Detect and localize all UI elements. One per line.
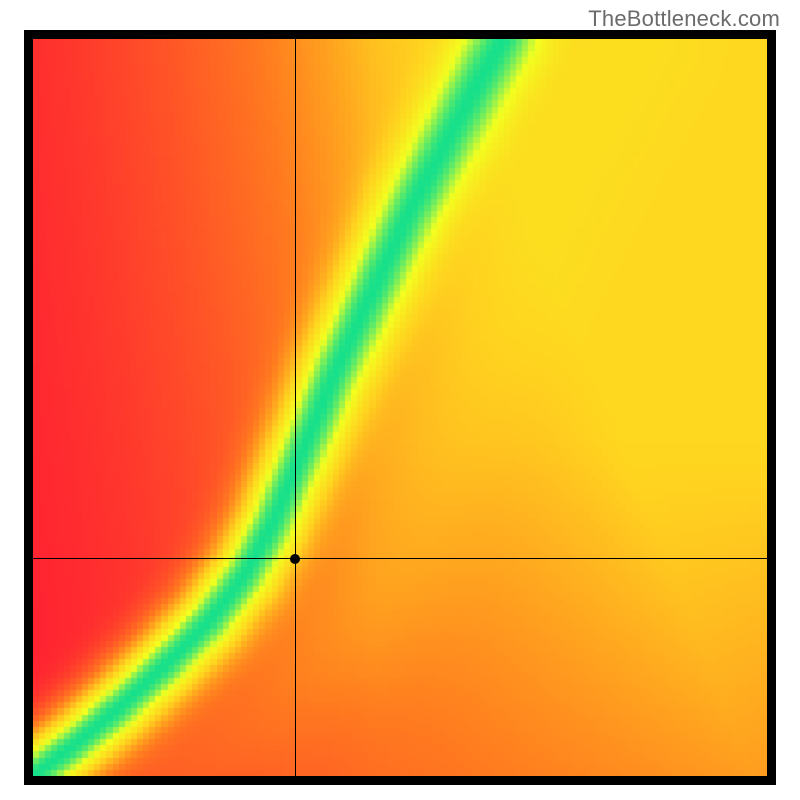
watermark-text: TheBottleneck.com [588,6,780,32]
crosshair-vertical [295,39,296,776]
crosshair-horizontal [33,558,767,559]
crosshair-marker [290,554,300,564]
heatmap-canvas [33,39,767,776]
